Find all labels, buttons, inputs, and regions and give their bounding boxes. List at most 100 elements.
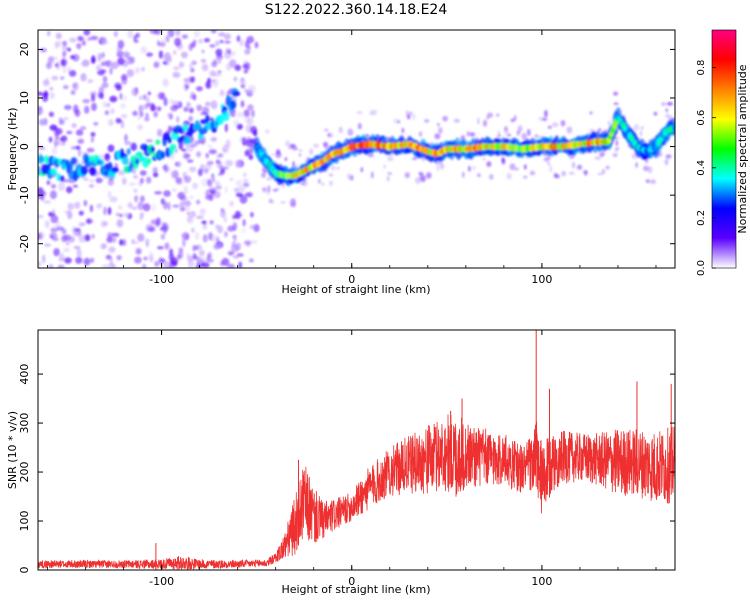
spectrogram-noise-blob [61, 228, 67, 235]
spectrogram-noise-blob [196, 86, 203, 92]
spectrogram-noise-blob [209, 44, 216, 48]
spectrogram-noise-blob [42, 254, 46, 264]
spectrogram-noise-blob [62, 40, 67, 46]
spectrogram-noise-blob [289, 144, 296, 148]
spectrogram-noise-blob [242, 219, 246, 227]
spectrogram-noise-blob [224, 166, 229, 170]
spectrogram-noise-blob [356, 111, 363, 114]
spectrogram-noise-blob [290, 198, 296, 206]
spectrogram-noise-blob [51, 208, 56, 214]
spectrogram-noise-blob [38, 146, 46, 150]
spectrogram-noise-blob [211, 234, 218, 243]
spectrogram-noise-blob [244, 40, 250, 49]
x-tick-label: 100 [531, 273, 552, 286]
spectrogram-noise-blob [47, 30, 51, 36]
spectrogram-noise-blob [100, 220, 108, 228]
spectrogram-ridge-cell [671, 123, 675, 132]
spectrogram-noise-blob [134, 195, 138, 203]
spectrogram-noise-blob [205, 101, 211, 107]
spectrogram-noise-blob [59, 253, 65, 262]
spectrogram-noise-blob [175, 30, 181, 37]
spectrogram-noise-blob [205, 81, 213, 89]
spectrogram-noise-blob [360, 167, 364, 173]
spectrogram-noise-blob [534, 134, 538, 138]
spectrogram-noise-blob [213, 191, 221, 199]
spectrogram-noise-blob [76, 248, 82, 258]
spectrogram-noise-blob [58, 117, 63, 125]
spectrogram-noise-blob [43, 200, 51, 204]
colorbar-gradient [711, 29, 737, 269]
spectrogram-noise-blob [418, 131, 423, 137]
spectrogram-noise-blob [372, 109, 377, 116]
spectrogram-noise-blob [70, 146, 77, 150]
spectrogram-noise-blob [188, 107, 194, 114]
spectrogram-noise-blob [83, 30, 91, 36]
spectrogram-noise-blob [149, 252, 154, 260]
spectrogram-noise-blob [199, 208, 207, 216]
spectrogram-noise-blob [280, 200, 286, 204]
spectrogram-noise-blob [152, 172, 159, 178]
spectrogram-noise-blob [561, 170, 566, 177]
snr-series-line [38, 414, 675, 570]
x-tick-label: -100 [149, 273, 174, 286]
spectrogram-noise-blob [235, 242, 242, 251]
spectrogram-noise-blob [661, 101, 667, 107]
spectrogram-branch-cell [232, 91, 241, 97]
spectrogram-noise-blob [50, 184, 57, 189]
spectrogram-noise-blob [167, 125, 172, 135]
spectrogram-noise-blob [601, 168, 606, 175]
spectrogram-branch-cell [185, 138, 192, 144]
snr-x-label: Height of straight line (km) [281, 583, 430, 596]
spectrogram-noise-blob [461, 171, 465, 178]
spectrogram-noise-blob [175, 161, 182, 168]
spectrogram-noise-blob [197, 256, 204, 263]
spectrogram-noise-blob [214, 181, 221, 186]
spectrogram-noise-blob [224, 33, 231, 40]
spectrogram-noise-blob [201, 178, 208, 187]
spectrogram-noise-blob [143, 256, 148, 261]
spectrogram-noise-blob [236, 35, 241, 42]
spectrogram-noise-blob [643, 165, 649, 172]
spectrogram-noise-blob [205, 152, 209, 159]
spectrogram-noise-blob [101, 82, 109, 89]
spectrogram-branch-cell [155, 139, 161, 145]
spectrogram-noise-blob [181, 34, 188, 39]
spectrogram-noise-blob [66, 130, 73, 135]
spectrogram-noise-blob [167, 201, 171, 211]
spectrogram-noise-blob [271, 152, 274, 156]
spectrogram-noise-blob [198, 249, 205, 257]
spectrogram-noise-blob [138, 104, 143, 113]
spectrogram-noise-blob [47, 56, 54, 64]
spectrogram-noise-blob [75, 145, 81, 150]
spectrogram-noise-blob [213, 243, 221, 250]
spectrogram-noise-blob [218, 172, 223, 176]
spectrogram-noise-blob [506, 172, 512, 180]
spectrogram-noise-blob [156, 40, 160, 46]
spectrogram-branch-cell [169, 143, 177, 151]
spectrogram-noise-blob [116, 219, 124, 228]
spectrogram-noise-blob [171, 188, 178, 192]
spectrogram-noise-blob [467, 165, 471, 172]
spectrogram-noise-blob [54, 140, 58, 149]
spectrogram-noise-blob [442, 115, 448, 122]
spectrogram-noise-blob [183, 78, 188, 82]
spectrogram-noise-blob [602, 149, 605, 157]
spectrogram-noise-blob [142, 94, 147, 101]
spectrogram-noise-blob [243, 172, 247, 178]
spectrogram-noise-blob [250, 240, 258, 244]
spectrogram-noise-blob [453, 118, 460, 123]
spectrogram-noise-blob [90, 35, 99, 41]
spectrogram-noise-blob [143, 117, 150, 122]
spectrogram-noise-blob [192, 244, 196, 252]
spectrogram-noise-blob [275, 151, 282, 159]
spectrogram-noise-blob [67, 202, 74, 211]
spectrogram-noise-blob [124, 133, 128, 143]
spectrogram-noise-blob [63, 247, 70, 253]
spectrogram-noise-blob [436, 164, 440, 172]
spectrogram-noise-blob [425, 172, 432, 179]
spectrogram-noise-blob [495, 113, 500, 117]
spectrogram-noise-blob [123, 212, 129, 218]
spectrogram-noise-blob [329, 180, 333, 186]
spectrogram-noise-blob [119, 92, 123, 100]
spectrogram-noise-blob [242, 63, 248, 69]
